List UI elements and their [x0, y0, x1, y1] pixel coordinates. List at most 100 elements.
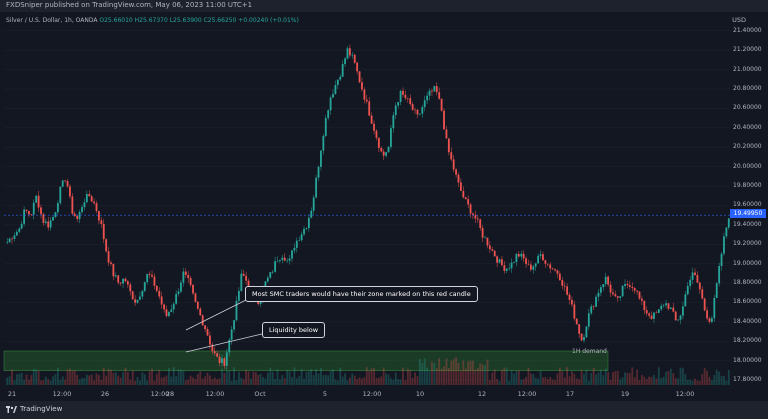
candle-body — [52, 217, 54, 221]
volume-bar — [488, 380, 491, 385]
candle-body — [83, 202, 86, 208]
candle-body — [561, 280, 564, 286]
candle-body — [549, 264, 552, 269]
volume-bar — [447, 368, 450, 385]
volume-bar — [291, 377, 293, 385]
candle-body — [665, 303, 667, 306]
candle-body — [377, 137, 380, 148]
time-tick-label: 10 — [415, 390, 425, 398]
price-tick-label: 20.20000 — [733, 143, 762, 151]
footer-bar — [0, 401, 768, 419]
candle-body — [182, 271, 185, 283]
candle-body — [406, 98, 409, 99]
volume-bar — [385, 373, 388, 385]
candle-body — [143, 282, 146, 291]
candle-body — [146, 274, 149, 283]
volume-bar — [199, 371, 202, 385]
candle-body — [240, 273, 243, 291]
candle-body — [397, 101, 400, 106]
candle-body — [669, 307, 672, 309]
candle-body — [587, 313, 590, 327]
volume-bar — [76, 374, 79, 385]
volume-bar — [131, 370, 134, 385]
volume-bar — [286, 369, 289, 385]
candle-body — [151, 274, 153, 277]
volume-bar — [435, 368, 438, 385]
volume-bar — [312, 375, 315, 385]
volume-bar — [546, 378, 549, 385]
candle-body — [6, 242, 9, 243]
candle-body — [619, 296, 622, 298]
volume-bar — [701, 374, 704, 385]
candle-body — [643, 300, 646, 311]
candle-body — [28, 210, 30, 215]
volume-bar — [139, 380, 141, 385]
price-tick-label: 21.00000 — [733, 65, 762, 73]
volume-bar — [619, 379, 622, 385]
volume-bar — [23, 379, 26, 385]
candle-body — [539, 254, 542, 256]
candle-body — [585, 326, 588, 338]
volume-bar — [710, 380, 713, 385]
volume-bar — [259, 373, 262, 385]
volume-bar — [61, 376, 64, 385]
volume-bar — [580, 370, 583, 385]
volume-bar — [544, 377, 547, 385]
volume-bar — [508, 380, 511, 385]
volume-bar — [56, 367, 59, 385]
candle-body — [269, 272, 272, 278]
volume-bar — [95, 373, 98, 385]
candle-body — [100, 220, 103, 224]
volume-bar — [361, 378, 363, 385]
volume-bar — [98, 374, 100, 385]
volume-bar — [206, 372, 209, 385]
candle-body — [139, 296, 141, 300]
candle-body — [394, 105, 397, 116]
candle-body — [119, 282, 122, 284]
volume-bar — [665, 371, 667, 385]
volume-bar — [160, 377, 163, 385]
demand-zone-label: 1H demand — [572, 348, 607, 355]
volume-bar — [679, 367, 682, 385]
candle-body — [196, 301, 199, 309]
volume-bar — [305, 372, 308, 385]
candle-body — [187, 274, 190, 279]
volume-bar — [365, 367, 368, 385]
candle-body — [368, 101, 371, 116]
time-tick-label: 12:00 — [205, 390, 225, 398]
volume-bar — [638, 380, 641, 385]
volume-bar — [462, 360, 465, 385]
candle-body — [136, 299, 139, 303]
candle-body — [727, 218, 730, 228]
candle-body — [286, 260, 289, 262]
candle-body — [279, 260, 281, 262]
candle-body — [73, 213, 76, 216]
volume-bar — [42, 380, 45, 385]
candle-body — [32, 202, 35, 215]
time-tick-label: 12 — [477, 390, 487, 398]
smc-note[interactable]: Most SMC traders would have their zone m… — [245, 286, 478, 302]
volume-bar — [264, 378, 267, 385]
candle-body — [450, 152, 453, 160]
candle-body — [433, 86, 436, 92]
volume-bar — [223, 372, 226, 385]
candle-body — [426, 95, 429, 101]
candle-body — [281, 257, 284, 261]
candle-body — [385, 152, 388, 156]
candle-body — [175, 293, 178, 304]
candle-body — [69, 186, 71, 197]
candle-body — [438, 92, 441, 99]
candle-body — [353, 54, 356, 63]
volume-bar — [281, 374, 284, 385]
liquidity-note[interactable]: Liquidity below — [262, 322, 326, 338]
volume-bar — [394, 372, 397, 385]
candle-body — [599, 287, 602, 293]
volume-bar — [242, 379, 245, 385]
candle-body — [694, 272, 696, 275]
volume-bar — [201, 378, 204, 385]
candle-body — [469, 204, 472, 214]
candle-body — [498, 259, 501, 263]
tradingview-brand[interactable]: TradingView — [6, 405, 62, 413]
candle-body — [686, 285, 689, 295]
